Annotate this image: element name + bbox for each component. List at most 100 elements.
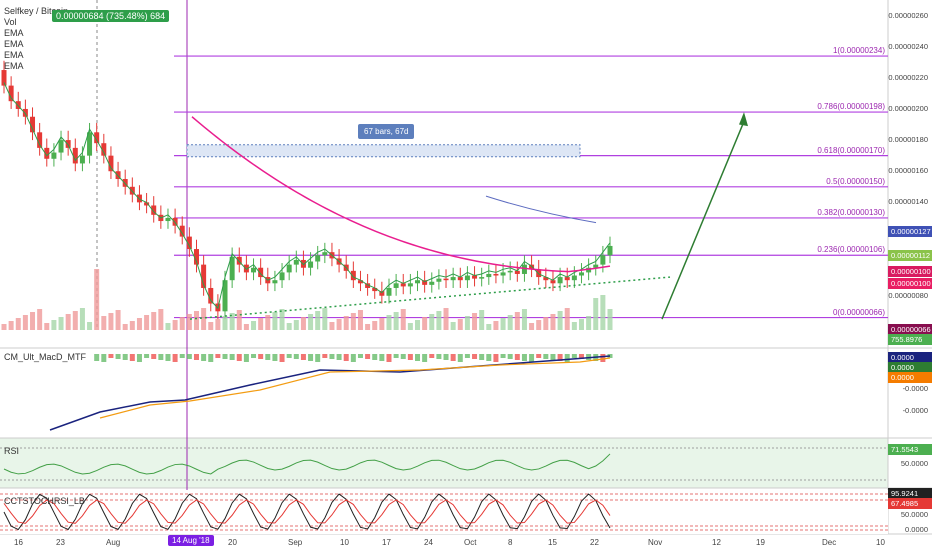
active-date-marker: 14 Aug '18 bbox=[168, 535, 214, 546]
volume-bar-53 bbox=[379, 318, 385, 330]
candle-body-27 bbox=[193, 249, 199, 265]
volume-bar-82 bbox=[586, 316, 592, 330]
macd-hist-50 bbox=[357, 354, 363, 358]
candle-body-66 bbox=[472, 275, 478, 279]
volume-bar-3 bbox=[22, 315, 28, 330]
macd-hist-18 bbox=[129, 354, 135, 361]
macd-hist-61 bbox=[436, 354, 442, 359]
candle-body-32 bbox=[229, 256, 235, 281]
volume-bar-63 bbox=[450, 322, 456, 330]
date-tick-15: Dec bbox=[822, 538, 837, 547]
candle-body-33 bbox=[236, 256, 242, 265]
candle-body-45 bbox=[322, 252, 328, 256]
candle-body-24 bbox=[172, 217, 178, 226]
volume-bar-22 bbox=[158, 309, 164, 330]
candle-body-58 bbox=[415, 280, 421, 284]
candle-body-50 bbox=[357, 280, 363, 284]
volume-bar-66 bbox=[472, 313, 478, 330]
candle-body-17 bbox=[122, 179, 128, 187]
macd-hist-78 bbox=[557, 354, 563, 361]
volume-bar-6 bbox=[44, 323, 50, 330]
candle-body-76 bbox=[543, 277, 549, 281]
vol-label: Vol bbox=[4, 17, 17, 27]
macd-hist-37 bbox=[265, 354, 271, 360]
macd-hist-75 bbox=[536, 354, 542, 358]
rsi-label: RSI bbox=[4, 446, 20, 456]
candle-body-63 bbox=[450, 277, 456, 281]
volume-bar-21 bbox=[151, 312, 157, 330]
candle-body-6 bbox=[44, 147, 50, 159]
ema-label-1: EMA bbox=[4, 28, 24, 38]
macd-hist-13 bbox=[94, 354, 100, 361]
price-tick-7: 0.00000080 bbox=[888, 290, 928, 300]
macd-hist-77 bbox=[550, 354, 556, 360]
date-tick-4: Sep bbox=[288, 538, 303, 547]
volume-bar-38 bbox=[272, 312, 278, 330]
macd-hist-24 bbox=[172, 354, 178, 362]
macd-hist-43 bbox=[308, 354, 314, 361]
pane-tag-0-2: 0.0000 bbox=[888, 372, 932, 383]
volume-bar-55 bbox=[393, 312, 399, 330]
volume-bar-70 bbox=[500, 318, 506, 330]
volume-bar-54 bbox=[386, 315, 392, 330]
volume-bar-79 bbox=[564, 308, 570, 330]
volume-bar-8 bbox=[58, 317, 64, 330]
macd-hist-70 bbox=[500, 354, 506, 358]
volume-bar-77 bbox=[550, 314, 556, 330]
candle-body-70 bbox=[500, 272, 506, 276]
macd-hist-47 bbox=[336, 354, 342, 360]
volume-bar-11 bbox=[79, 308, 85, 330]
macd-hist-28 bbox=[201, 354, 207, 361]
macd-signal-line bbox=[99, 357, 611, 419]
candle-body-2 bbox=[15, 101, 21, 109]
macd-hist-42 bbox=[300, 354, 306, 360]
macd-hist-48 bbox=[343, 354, 349, 361]
candle-body-51 bbox=[365, 283, 371, 288]
candle-body-23 bbox=[165, 217, 171, 222]
symbol-title: Selfkey / Bitcoin bbox=[4, 6, 69, 16]
volume-bar-65 bbox=[464, 316, 470, 330]
macd-hist-44 bbox=[315, 354, 321, 362]
candle-body-83 bbox=[593, 264, 599, 268]
macd-hist-45 bbox=[322, 354, 328, 358]
volume-bar-68 bbox=[486, 324, 492, 330]
macd-hist-84 bbox=[600, 354, 606, 362]
volume-bar-41 bbox=[293, 320, 299, 330]
volume-bar-26 bbox=[186, 314, 192, 330]
candle-body-11 bbox=[79, 155, 85, 164]
volume-bar-57 bbox=[407, 323, 413, 330]
macd-hist-67 bbox=[479, 354, 485, 360]
candle-body-10 bbox=[72, 147, 78, 164]
price-tag-0: 0.00000127 bbox=[888, 226, 932, 237]
pane-tag-0-1: 0.0000 bbox=[888, 362, 932, 373]
candle-body-53 bbox=[379, 291, 385, 296]
volume-bar-84 bbox=[600, 295, 606, 330]
pane-tag-1-0: 71.5543 bbox=[888, 444, 932, 455]
pane-tick-3: 50.0000 bbox=[900, 510, 928, 519]
volume-bar-46 bbox=[329, 322, 335, 330]
volume-bar-7 bbox=[51, 320, 57, 330]
candle-body-75 bbox=[536, 269, 542, 278]
candle-body-18 bbox=[129, 186, 135, 195]
candle-body-59 bbox=[422, 280, 428, 285]
macd-hist-15 bbox=[108, 354, 114, 358]
candle-body-38 bbox=[272, 280, 278, 284]
candle-body-8 bbox=[58, 140, 64, 153]
candle-body-3 bbox=[22, 108, 28, 117]
volume-bar-2 bbox=[15, 318, 21, 330]
fib-label-1: 0.786(0.00000198) bbox=[817, 102, 885, 112]
candle-body-67 bbox=[479, 277, 485, 279]
candle-body-5 bbox=[37, 132, 43, 148]
rsi-line bbox=[3, 453, 611, 475]
macd-hist-19 bbox=[136, 354, 142, 362]
macd-hist-38 bbox=[272, 354, 278, 361]
macd-hist-34 bbox=[243, 354, 249, 362]
volume-bar-80 bbox=[571, 322, 577, 330]
date-tick-10: 15 bbox=[548, 538, 557, 547]
main-pane bbox=[0, 0, 888, 330]
measure-box bbox=[186, 144, 581, 158]
date-tick-3: 20 bbox=[228, 538, 237, 547]
macd-hist-22 bbox=[158, 354, 164, 360]
volume-bar-85 bbox=[607, 309, 613, 330]
